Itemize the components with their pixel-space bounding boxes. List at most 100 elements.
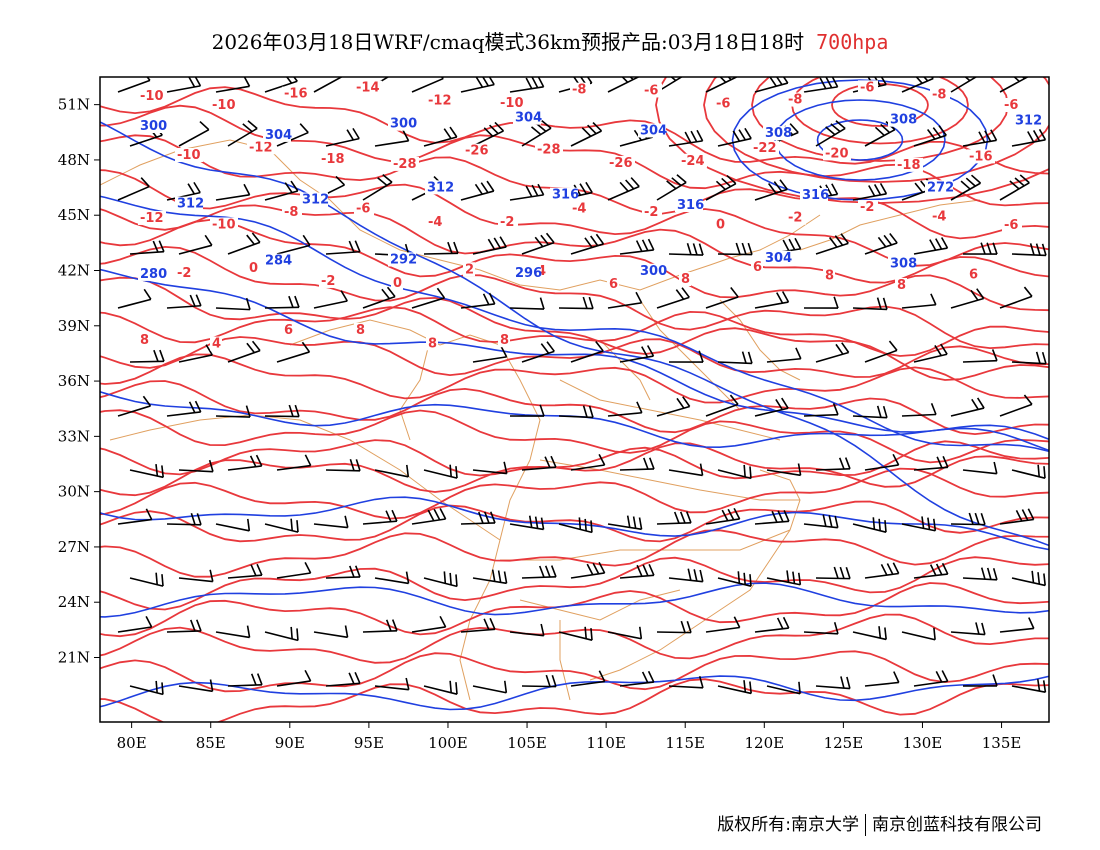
wind-barb-feather — [488, 292, 496, 305]
wind-barb — [460, 617, 496, 633]
wind-barb — [264, 626, 299, 642]
height-contour-value-label: 316 — [552, 188, 579, 203]
isotherm-line — [100, 218, 1049, 312]
wind-barb — [1011, 570, 1046, 587]
isotherm-value-label-bg — [751, 140, 779, 155]
wind-barb-feather — [879, 182, 888, 195]
isotherm-value-label: -8 — [284, 205, 298, 220]
wind-barb-shaft — [227, 127, 258, 147]
wind-barb-shaft — [423, 136, 458, 147]
wind-barb-feather — [540, 623, 545, 636]
wind-barb-feather — [882, 405, 888, 418]
wind-barb-feather — [155, 680, 158, 693]
isotherm-value-label: 8 — [356, 323, 365, 338]
height-contour-value-label: 300 — [640, 264, 667, 279]
wind-barb — [852, 405, 888, 419]
y-tick-label: 39N — [58, 317, 90, 335]
wind-barb-shaft — [411, 518, 446, 525]
wind-barb-feather — [449, 572, 452, 585]
wind-barb-feather — [348, 672, 355, 685]
province-border — [399, 339, 431, 441]
wind-barb — [362, 619, 398, 633]
wind-barb-shaft — [656, 181, 687, 201]
wind-barb-feather — [876, 405, 882, 418]
y-tick-label: 51N — [58, 96, 90, 114]
wind-barb-feather — [771, 510, 778, 523]
wind-barb-feather — [747, 351, 753, 364]
wind-barb-feather — [970, 289, 979, 301]
wind-barb-shaft — [570, 130, 602, 147]
wind-barb-shaft — [570, 243, 604, 255]
isotherm-value-label: -20 — [825, 146, 849, 161]
isotherm-line — [100, 353, 1049, 404]
province-border — [100, 139, 821, 291]
wind-barb-shaft — [717, 361, 753, 365]
wind-barb-feather — [586, 77, 593, 84]
y-tick-label: 27N — [58, 538, 90, 556]
isotherm-value-label-bg — [247, 260, 259, 275]
isotherm-value-label: -26 — [465, 144, 489, 159]
wind-barb-feather — [483, 127, 494, 137]
wind-barb — [754, 397, 789, 417]
wind-barb-shaft — [1011, 139, 1046, 147]
wind-barb — [509, 297, 545, 310]
wind-barb — [913, 562, 949, 579]
height-contour-value-label: 304 — [765, 251, 792, 266]
wind-barb-shaft — [313, 631, 348, 639]
wind-barb-feather — [534, 516, 539, 529]
wind-barb-shaft — [607, 302, 642, 309]
wind-barb-feather — [189, 294, 196, 307]
wind-barb-shaft — [521, 241, 555, 255]
wind-barb-feather — [1021, 509, 1029, 521]
wind-barb — [264, 77, 298, 93]
isotherm-value-label-bg — [138, 210, 166, 225]
wind-barb — [276, 454, 312, 471]
height-contour-value-label-bg — [1013, 113, 1041, 128]
wind-barb-feather — [595, 233, 605, 245]
isotherm-line — [100, 439, 1049, 488]
isotherm-value-label-bg — [138, 332, 150, 347]
wind-barb — [901, 293, 937, 309]
wind-barb-feather — [489, 617, 496, 630]
wind-barb — [313, 77, 344, 93]
y-tick-label: 30N — [58, 483, 90, 501]
wind-barb — [913, 125, 947, 147]
isotherm-value-label-bg — [426, 336, 438, 351]
wind-barb — [803, 514, 839, 529]
wind-barb — [852, 297, 888, 311]
wind-barb — [607, 515, 643, 531]
wind-barb-feather — [673, 511, 680, 524]
wind-barb-feather — [251, 340, 261, 352]
wind-barb — [705, 616, 741, 633]
wind-barb — [607, 77, 639, 93]
isotherm-value-label-bg — [642, 205, 662, 220]
wind-barb — [264, 404, 300, 418]
wind-barb — [313, 625, 349, 639]
wind-barb-feather — [288, 404, 294, 417]
wind-barb — [276, 234, 311, 255]
wind-barb-feather — [743, 464, 746, 477]
wind-barb-shaft — [962, 139, 997, 147]
wind-barb-feather — [670, 77, 677, 82]
wind-barb — [411, 77, 444, 93]
wind-barb-feather — [647, 238, 655, 251]
wind-barb-shaft — [766, 685, 801, 695]
wind-barb — [901, 77, 934, 93]
wind-barb-feather — [635, 291, 643, 304]
wind-barb-feather — [825, 77, 833, 89]
wind-barb-feather — [781, 397, 789, 409]
isotherm-value-label: -4 — [428, 215, 442, 230]
wind-barb — [558, 405, 594, 419]
wind-barb — [423, 241, 459, 255]
wind-barb-feather — [646, 345, 655, 357]
isotherm-line — [100, 556, 1049, 611]
wind-barb-feather — [699, 569, 704, 582]
wind-barb-feather — [682, 396, 691, 407]
wind-barb-shaft — [472, 130, 504, 147]
wind-barb-feather — [386, 286, 396, 298]
wind-barb-shaft — [852, 631, 887, 641]
wind-barb — [521, 119, 552, 147]
wind-barb — [656, 511, 692, 525]
wind-barb-feather — [933, 627, 936, 640]
wind-barb-feather — [161, 682, 164, 695]
